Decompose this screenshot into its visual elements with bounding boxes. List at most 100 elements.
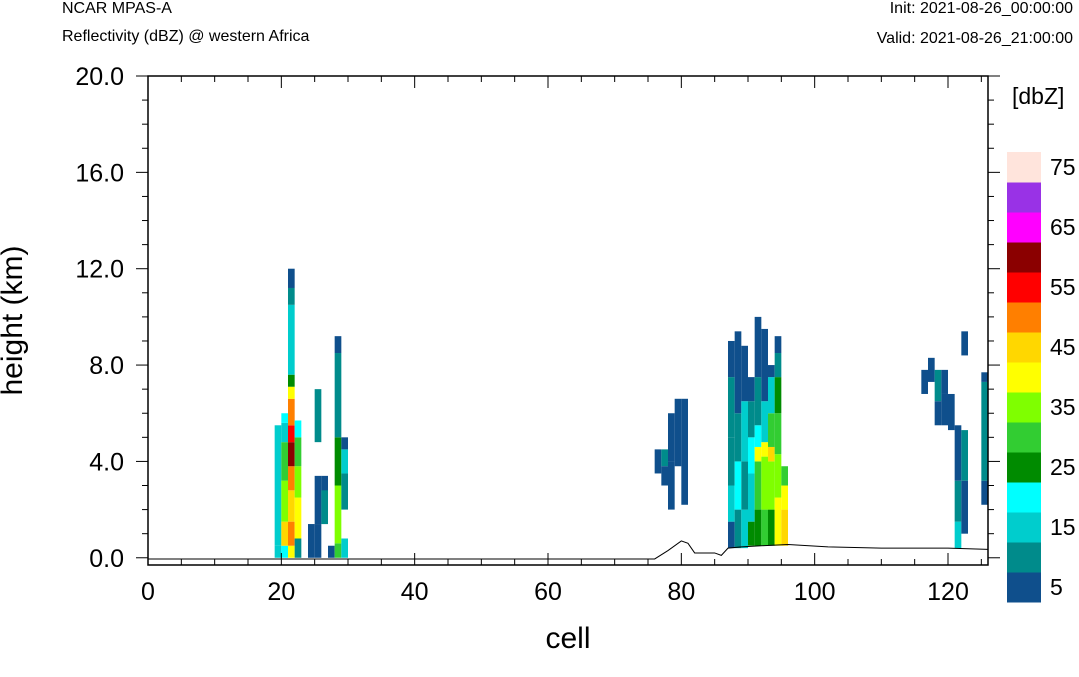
reflectivity-cell	[734, 413, 742, 462]
reflectivity-cell	[748, 437, 755, 474]
reflectivity-cell	[754, 316, 762, 378]
reflectivity-cell	[781, 485, 788, 510]
reflectivity-cell	[741, 401, 748, 462]
reflectivity-cell	[308, 524, 315, 558]
reflectivity-cell	[274, 545, 282, 558]
reflectivity-cell	[661, 449, 668, 467]
reflectivity-cell	[754, 509, 762, 546]
reflectivity-cell	[734, 509, 742, 549]
chart-subtitle: Reflectivity (dBZ) @ western Africa	[62, 28, 310, 45]
reflectivity-cell	[754, 377, 762, 426]
reflectivity-cell	[654, 449, 662, 474]
reflectivity-cell	[741, 461, 748, 510]
reflectivity-cell	[294, 538, 302, 558]
colorbar-swatch	[1007, 512, 1041, 543]
reflectivity-cell	[341, 538, 348, 558]
colorbar-label: 5	[1050, 574, 1063, 600]
reflectivity-cell	[274, 425, 282, 546]
reflectivity-cell	[334, 437, 342, 486]
reflectivity-cell	[941, 393, 948, 426]
reflectivity-cell	[761, 328, 768, 402]
colorbar-swatch	[1007, 572, 1041, 603]
reflectivity-cell	[961, 480, 968, 534]
colorbar-label: 55	[1050, 274, 1076, 300]
reflectivity-cell	[741, 345, 748, 402]
reflectivity-cell	[774, 377, 782, 414]
reflectivity-cell	[768, 413, 775, 447]
reflectivity-cell	[288, 466, 295, 491]
init-time: Init: 2021-08-26_00:00:00	[889, 0, 1073, 17]
y-tick-label: 4.0	[89, 448, 124, 476]
reflectivity-cell	[281, 545, 288, 558]
reflectivity-cell	[728, 521, 735, 549]
reflectivity-cell	[774, 353, 782, 378]
colorbar-swatch	[1007, 242, 1041, 273]
reflectivity-cell	[728, 437, 735, 486]
reflectivity-cell	[748, 377, 755, 402]
reflectivity-cell	[768, 509, 775, 546]
colorbar-label: 75	[1050, 154, 1076, 180]
reflectivity-cell	[281, 521, 288, 546]
reflectivity-cell	[314, 389, 322, 443]
reflectivity-cells	[274, 268, 988, 558]
reflectivity-cell	[954, 425, 962, 481]
x-tick-label: 120	[927, 578, 969, 606]
reflectivity-cell	[954, 480, 962, 522]
reflectivity-cell	[741, 509, 748, 549]
reflectivity-cell	[774, 497, 782, 546]
reflectivity-cell	[288, 398, 295, 426]
reflectivity-cell	[981, 372, 988, 382]
reflectivity-cell	[288, 425, 295, 443]
reflectivity-cell	[281, 413, 288, 423]
reflectivity-cell	[288, 287, 295, 305]
reflectivity-cell	[288, 442, 295, 467]
colorbar-label: 35	[1050, 394, 1076, 420]
y-tick-label: 20.0	[75, 63, 124, 91]
reflectivity-cell	[281, 442, 288, 481]
y-axis-label: height (km)	[0, 245, 29, 395]
colorbar-swatch	[1007, 272, 1041, 303]
axis-ticks: 0 20 40 60 80 100 120 0.0 4.0 8.0 12.0 16.0 20.0	[75, 63, 1000, 606]
colorbar-swatch	[1007, 362, 1041, 393]
reflectivity-cell	[761, 401, 768, 443]
reflectivity-cell	[288, 304, 295, 375]
colorbar-swatch	[1007, 482, 1041, 513]
reflectivity-cell	[674, 398, 682, 467]
colorbar-swatch	[1007, 212, 1041, 243]
reflectivity-cell	[961, 430, 968, 481]
colorbar-swatch	[1007, 152, 1041, 183]
reflectivity-cell	[294, 420, 302, 438]
colorbar-swatch	[1007, 542, 1041, 573]
reflectivity-cell	[314, 475, 322, 525]
reflectivity-cell	[948, 393, 955, 431]
reflectivity-cell	[774, 336, 782, 354]
reflectivity-cell	[681, 398, 688, 505]
colorbar-swatch	[1007, 452, 1041, 483]
reflectivity-cell	[288, 268, 295, 288]
y-tick-label: 16.0	[75, 159, 124, 187]
y-tick-label: 12.0	[75, 256, 124, 284]
colorbar-swatch	[1007, 302, 1041, 333]
plot-frame	[147, 75, 989, 566]
reflectivity-cell	[334, 543, 342, 558]
reflectivity-cell	[334, 336, 342, 354]
reflectivity-cell	[288, 521, 295, 546]
x-tick-label: 80	[667, 578, 695, 606]
reflectivity-cell	[288, 490, 295, 522]
reflectivity-cell	[314, 524, 322, 558]
reflectivity-cell	[328, 545, 335, 558]
reflectivity-cell	[668, 413, 675, 462]
reflectivity-cell	[761, 442, 768, 457]
reflectivity-cell	[668, 461, 675, 510]
reflectivity-cell	[928, 357, 935, 382]
x-axis-label: cell	[545, 622, 590, 655]
reflectivity-cell	[321, 490, 328, 525]
reflectivity-cell	[921, 369, 928, 394]
reflectivity-cell	[754, 425, 762, 447]
reflectivity-cell	[934, 369, 942, 402]
reflectivity-cell	[294, 466, 302, 498]
reflectivity-cell	[728, 377, 735, 438]
reflectivity-cell	[734, 461, 742, 510]
colorbar-label: 45	[1050, 334, 1076, 360]
